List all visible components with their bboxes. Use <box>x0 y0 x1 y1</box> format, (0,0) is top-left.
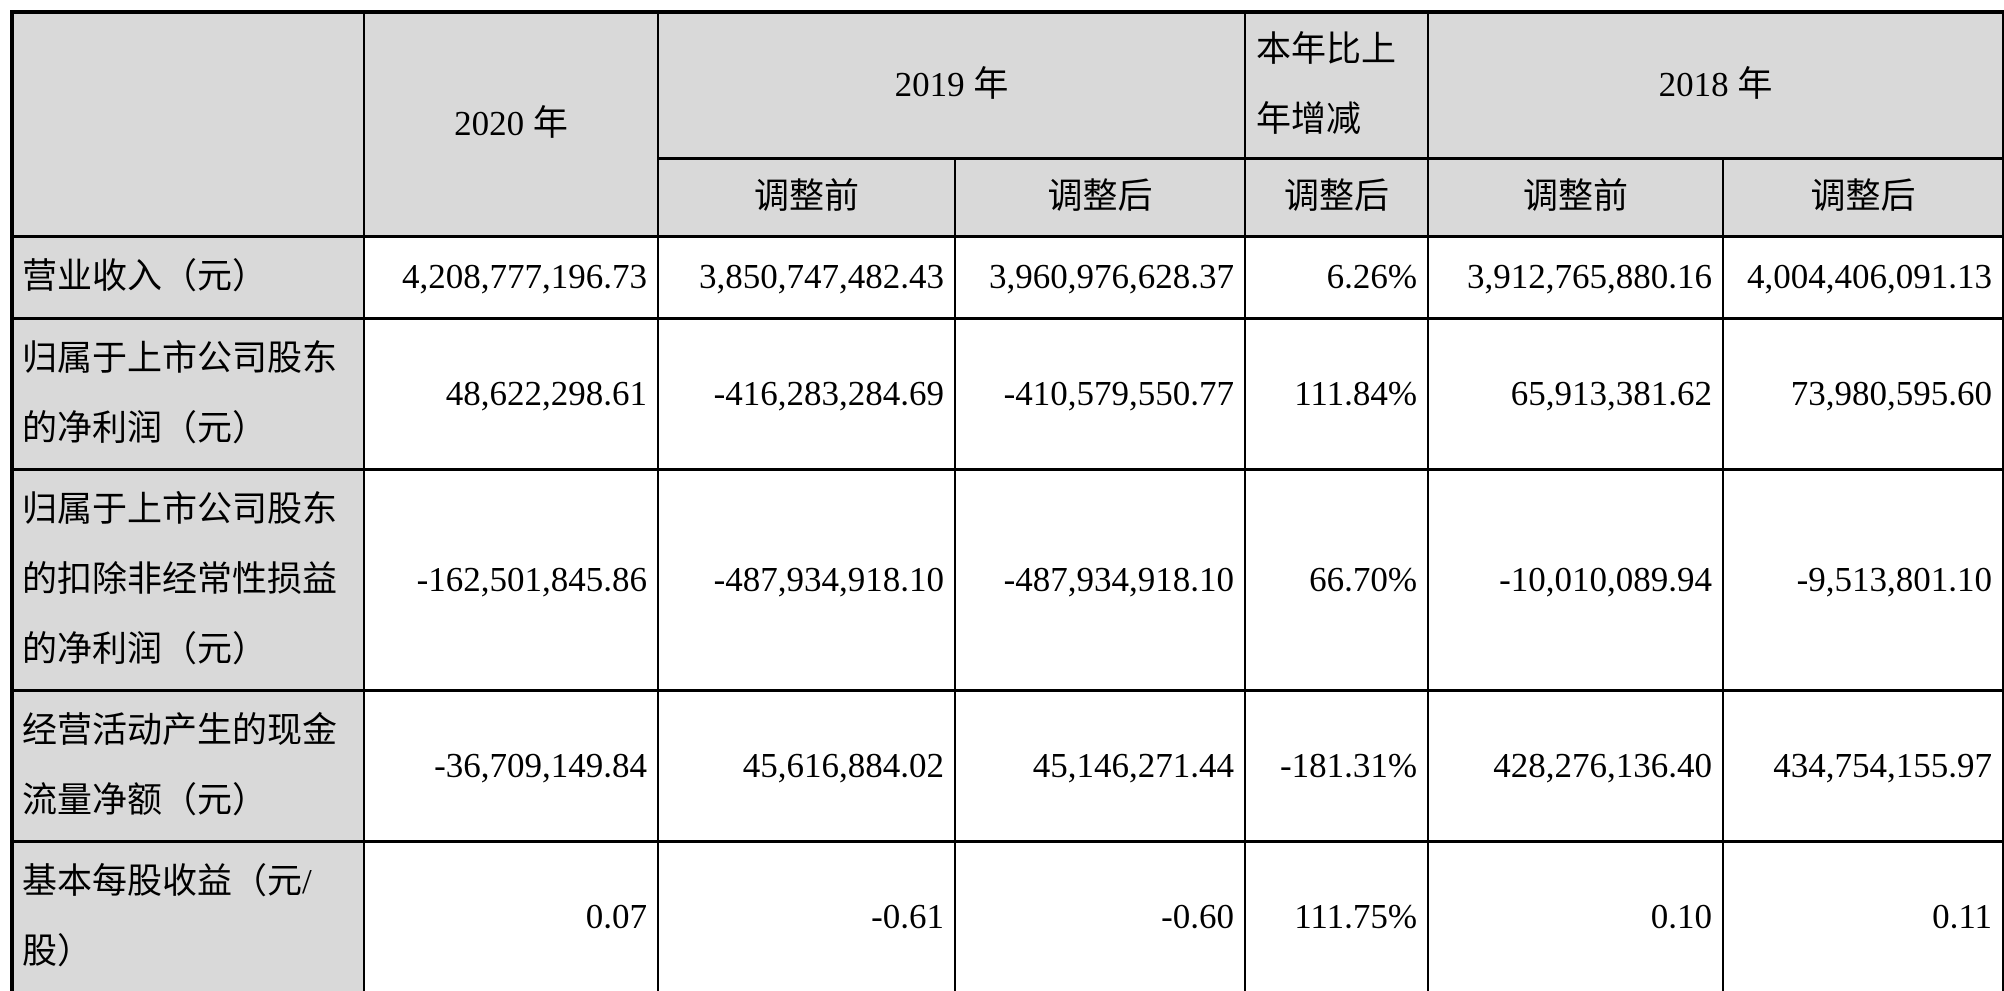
subheader-2019-before: 调整前 <box>657 156 956 238</box>
cell-2019-after: 45,146,271.44 <box>953 688 1247 843</box>
cell-2018-before: 3,912,765,880.16 <box>1427 234 1725 320</box>
subheader-2018-before: 调整前 <box>1427 156 1725 238</box>
financial-summary-table: 2020 年 2019 年 本年比上年增减 2018 年 调整前 调整后 调整后… <box>10 10 2004 991</box>
cell-2019-after: -410,579,550.77 <box>953 316 1247 471</box>
cell-2018-before: 65,913,381.62 <box>1427 316 1725 471</box>
subheader-2018-after: 调整后 <box>1722 156 2004 238</box>
cell-2018-after: 0.11 <box>1722 839 2004 991</box>
cell-2019-before: -0.61 <box>657 839 956 991</box>
cell-2019-before: 45,616,884.02 <box>657 688 956 843</box>
cell-2020: 4,208,777,196.73 <box>363 234 659 320</box>
cell-change: 66.70% <box>1244 467 1430 692</box>
header-2019: 2019 年 <box>656 10 1247 160</box>
row-label: 归属于上市公司股东的净利润（元） <box>11 316 365 471</box>
cell-2019-after: -0.60 <box>953 839 1247 991</box>
cell-2020: 48,622,298.61 <box>363 316 659 471</box>
cell-2020: -36,709,149.84 <box>363 688 659 843</box>
header-yoy-change: 本年比上年增减 <box>1244 10 1430 160</box>
cell-2019-after: 3,960,976,628.37 <box>953 234 1247 320</box>
cell-change: 111.75% <box>1244 839 1430 991</box>
header-2020: 2020 年 <box>363 10 659 238</box>
table-row: 归属于上市公司股东的扣除非经常性损益的净利润（元） -162,501,845.8… <box>11 467 2004 692</box>
cell-2018-before: 428,276,136.40 <box>1427 688 1725 843</box>
header-row-adjustments: 调整前 调整后 调整后 调整前 调整后 <box>12 156 2004 238</box>
cell-2018-before: 0.10 <box>1427 839 1725 991</box>
cell-2019-after: -487,934,918.10 <box>953 467 1247 692</box>
cell-2019-before: -487,934,918.10 <box>657 467 956 692</box>
cell-2020: 0.07 <box>363 839 659 991</box>
row-label: 营业收入（元） <box>11 234 365 320</box>
cell-2018-after: 434,754,155.97 <box>1722 688 2004 843</box>
cell-2019-before: 3,850,747,482.43 <box>657 234 956 320</box>
subheader-2019-after: 调整后 <box>953 156 1247 238</box>
header-2018: 2018 年 <box>1427 10 2004 160</box>
cell-2018-after: -9,513,801.10 <box>1722 467 2004 692</box>
table-row: 基本每股收益（元/股） 0.07 -0.61 -0.60 111.75% 0.1… <box>11 839 2004 991</box>
row-label: 经营活动产生的现金流量净额（元） <box>11 688 365 843</box>
cell-2018-after: 73,980,595.60 <box>1722 316 2004 471</box>
cell-2019-before: -416,283,284.69 <box>657 316 956 471</box>
table-row: 营业收入（元） 4,208,777,196.73 3,850,747,482.4… <box>11 234 2004 320</box>
cell-2020: -162,501,845.86 <box>363 467 659 692</box>
header-row-years: 2020 年 2019 年 本年比上年增减 2018 年 <box>11 10 2004 238</box>
row-label: 归属于上市公司股东的扣除非经常性损益的净利润（元） <box>11 467 365 692</box>
cell-change: -181.31% <box>1244 688 1430 843</box>
cell-2018-before: -10,010,089.94 <box>1427 467 1725 692</box>
cell-2018-after: 4,004,406,091.13 <box>1722 234 2004 320</box>
row-label: 基本每股收益（元/股） <box>11 839 365 991</box>
table-row: 经营活动产生的现金流量净额（元） -36,709,149.84 45,616,8… <box>11 688 2004 843</box>
cell-change: 6.26% <box>1244 234 1430 320</box>
table-row: 归属于上市公司股东的净利润（元） 48,622,298.61 -416,283,… <box>11 316 2004 471</box>
header-blank-cell <box>11 10 365 238</box>
cell-change: 111.84% <box>1244 316 1430 471</box>
subheader-change-after: 调整后 <box>1244 156 1430 238</box>
